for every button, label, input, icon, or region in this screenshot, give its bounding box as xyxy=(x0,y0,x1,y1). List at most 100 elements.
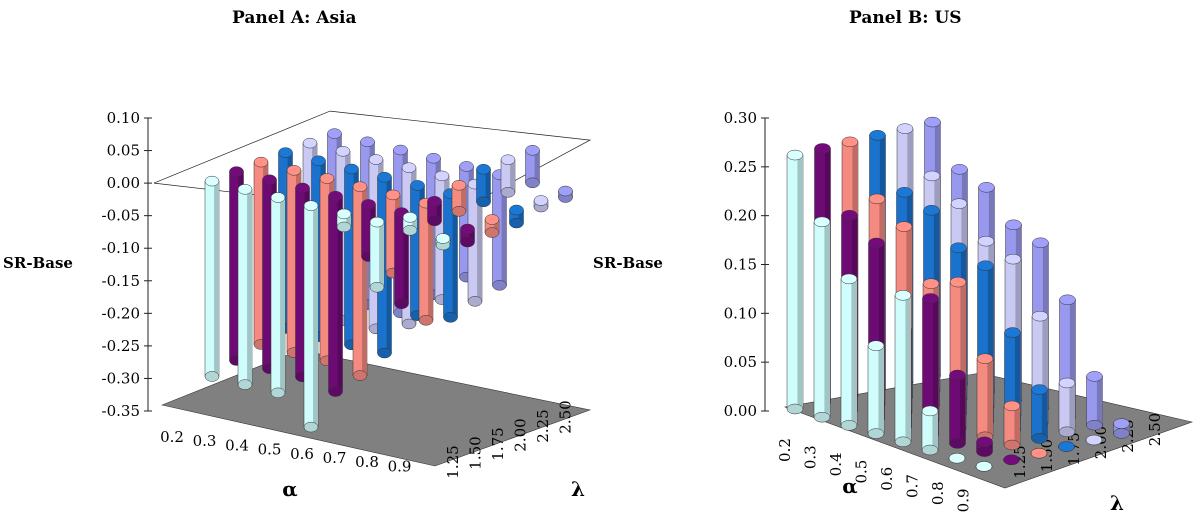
panel-b-bar-top xyxy=(922,293,939,304)
panel-a-bar xyxy=(558,185,573,203)
panel-a-bar-shade xyxy=(412,217,417,231)
panel-a-bar xyxy=(328,190,343,397)
panel-a-lambda-tick-label: 2.00 xyxy=(512,418,530,451)
panel-a-bar-shade xyxy=(501,174,507,286)
panel-a-bar-bottom xyxy=(484,227,500,238)
panel-b-alpha-tick-label: 0.3 xyxy=(802,445,820,469)
panel-b-z-tick-label: 0.20 xyxy=(724,207,757,225)
panel-a-title: Panel A: Asia xyxy=(232,8,357,28)
panel-b-bar-top xyxy=(1005,219,1022,231)
panel-a-bar-top xyxy=(319,173,335,184)
panel-b-bar-bottom xyxy=(867,428,885,439)
panel-a-bar-top xyxy=(311,155,326,167)
panel-b-bar-top xyxy=(923,205,940,216)
panel-b-bar-shade xyxy=(987,265,994,422)
panel-a-z-axis-label: SR-Base xyxy=(3,254,73,272)
panel-a-bar-top xyxy=(460,223,475,235)
panel-a-bar-bottom xyxy=(418,315,434,326)
panel-a-bar-bottom xyxy=(476,196,491,208)
panel-b-bar xyxy=(1085,434,1103,446)
panel-b-bar xyxy=(948,452,966,464)
panel-b-bar xyxy=(867,340,885,439)
panel-b-title: Panel B: US xyxy=(849,8,962,28)
panel-a-bar-top xyxy=(352,181,368,192)
panel-b-bar xyxy=(976,353,994,443)
panel-b-alpha-tick-label: 0.7 xyxy=(904,474,922,498)
panel-a-bar xyxy=(443,188,458,323)
panel-b-bar-top xyxy=(950,242,967,254)
panel-a-bar-shade xyxy=(403,212,409,304)
panel-a-lambda-tick-label: 1.25 xyxy=(444,445,462,478)
panel-a-z-tick-label: -0.10 xyxy=(102,239,140,257)
panel-a-bar xyxy=(402,212,418,236)
panel-b-alpha-tick-label: 0.9 xyxy=(955,488,973,512)
panel-a-bar-shade xyxy=(469,229,475,243)
panel-b-alpha-tick-label: 0.4 xyxy=(827,452,845,476)
panel-a-lambda-tick-label: 1.75 xyxy=(489,427,507,460)
panel-b-alpha-tick-label: 0.6 xyxy=(878,467,896,491)
panel-b-bar-top xyxy=(949,369,966,381)
panel-a-bar-top xyxy=(459,161,474,172)
panel-a-z-tick-label: 0.00 xyxy=(107,174,140,192)
panel-b-bar-top xyxy=(1032,237,1049,249)
panel-a-alpha-tick-label: 0.7 xyxy=(323,449,347,467)
panel-b-bar-top xyxy=(814,143,831,154)
panel-b-bar-top xyxy=(786,149,804,161)
panel-b-bar-top xyxy=(1058,441,1075,452)
panel-b-bar-shade xyxy=(1014,405,1020,445)
panel-b-bar-top xyxy=(841,210,858,221)
panel-a-bar-top xyxy=(344,163,359,175)
panel-a-bar-top xyxy=(336,208,352,220)
panel-a-bar-top xyxy=(270,192,286,203)
panel-b-bar-shade xyxy=(987,358,993,437)
panel-a-z-tick-label: -0.25 xyxy=(102,337,140,355)
panel-a-bar-bottom xyxy=(394,298,409,310)
panel-b-bar-top xyxy=(923,170,941,182)
panel-a-z-tick-label: -0.20 xyxy=(102,304,140,322)
panel-a-bar-shade xyxy=(247,189,252,385)
panel-b-bar xyxy=(1031,384,1048,444)
panel-b-bar-top xyxy=(978,182,995,193)
panel-b-bar-shade xyxy=(932,298,939,436)
panel-a-z-tick-label: -0.30 xyxy=(102,369,140,387)
panel-b-bar-shade xyxy=(824,221,830,418)
panel-a-bar-top xyxy=(484,214,500,225)
panel-b-bar-top xyxy=(1113,418,1130,429)
panel-a-bar-bottom xyxy=(402,225,418,236)
panel-a-bar-top xyxy=(302,137,318,149)
panel-b-bar-shade xyxy=(1069,382,1075,432)
panel-b-z-axis-label: SR-Base xyxy=(593,254,663,272)
panel-b-lambda-axis-label: λ xyxy=(1110,491,1124,515)
panel-a-bar-bottom xyxy=(352,370,368,381)
panel-a-bar xyxy=(394,207,409,310)
panel-a-alpha-tick-label: 0.2 xyxy=(160,428,184,446)
panel-b-bar-top xyxy=(951,164,968,175)
panel-a-bar-shade xyxy=(494,219,499,233)
panel-a-bar-bottom xyxy=(443,312,458,323)
panel-b-bar-shade xyxy=(1096,376,1103,426)
panel-a-bar xyxy=(204,175,220,382)
panel-b-bar-shade xyxy=(851,278,857,426)
panel-a-bar xyxy=(369,216,385,293)
panel-a-bar-top xyxy=(253,156,269,168)
panel-b-bar-shade xyxy=(959,375,966,444)
panel-b-bar-top xyxy=(869,130,886,141)
panel-a-bar-shade xyxy=(346,213,351,227)
panel-b-bar-shade xyxy=(932,410,938,450)
panel-b-bar-bottom xyxy=(1058,426,1076,438)
panel-a-bar-top xyxy=(410,180,425,191)
panel-a-bar-bottom xyxy=(377,347,392,359)
panel-b-bar xyxy=(976,436,993,457)
panel-b-bar-bottom xyxy=(786,403,804,415)
panel-b-bar-top xyxy=(1086,371,1103,382)
panel-b-bar-bottom xyxy=(1031,433,1048,444)
panel-a-bar-shade xyxy=(534,150,540,183)
panel-a-bar xyxy=(476,164,491,208)
panel-b-bar-shade xyxy=(1069,299,1076,417)
panel-a-bar-shade xyxy=(379,222,384,288)
panel-b-bar-bottom xyxy=(894,436,912,448)
panel-a-bar-top xyxy=(509,204,524,216)
panel-b-bar xyxy=(840,273,858,431)
panel-a-bar-top xyxy=(500,154,516,166)
panel-a-bar-top xyxy=(295,182,310,194)
